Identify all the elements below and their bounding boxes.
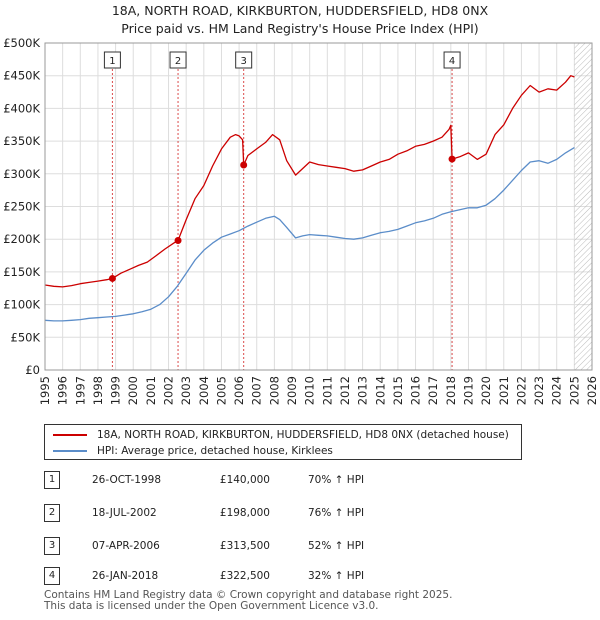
x-tick-label: 1995	[38, 376, 52, 405]
chart-title-line1: 18A, NORTH ROAD, KIRKBURTON, HUDDERSFIEL…	[111, 3, 489, 18]
footer-line2: This data is licensed under the Open Gov…	[44, 600, 379, 612]
legend-label-property: 18A, NORTH ROAD, KIRKBURTON, HUDDERSFIEL…	[97, 429, 509, 441]
sale-marker-label: 1	[109, 56, 115, 67]
x-tick-label: 2024	[550, 376, 564, 405]
x-tick-label: 2017	[426, 376, 440, 405]
sale-marker-badge	[103, 51, 121, 69]
sale-row: 3 07-APR-2006 £313,500 52% ↑ HPI	[0, 537, 600, 561]
footer-attribution: Contains HM Land Registry data © Crown c…	[44, 590, 452, 612]
x-tick-label: 2022	[514, 376, 528, 405]
x-tick-label: 1996	[56, 376, 70, 405]
sale-date: 26-OCT-1998	[92, 474, 161, 486]
x-tick-label: 1998	[91, 376, 105, 405]
y-tick-label: £100K	[3, 298, 40, 312]
legend-swatch-red	[53, 434, 87, 436]
sale-row: 2 18-JUL-2002 £198,000 76% ↑ HPI	[0, 504, 600, 528]
sale-marker-badge	[443, 51, 461, 69]
x-tick-label: 2026	[585, 376, 599, 405]
x-tick-label: 2009	[285, 376, 299, 405]
legend-item-property: 18A, NORTH ROAD, KIRKBURTON, HUDDERSFIEL…	[53, 427, 509, 443]
legend-item-hpi: HPI: Average price, detached house, Kirk…	[53, 443, 333, 459]
y-tick-label: £450K	[3, 69, 40, 83]
y-tick-label: £150K	[3, 265, 40, 279]
plot-border	[44, 42, 593, 371]
x-tick-label: 2010	[303, 376, 317, 405]
x-tick-label: 1999	[109, 376, 123, 405]
price-chart: £0 £50K £100K £150K £200K £250K £300K £350K £400…	[3, 36, 599, 405]
x-tick-label: 2000	[126, 376, 140, 405]
y-tick-label: £250K	[3, 200, 40, 214]
sale-hpi-change: 52% ↑ HPI	[308, 540, 365, 552]
legend-label-hpi: HPI: Average price, detached house, Kirk…	[97, 445, 333, 457]
sale-point	[174, 237, 182, 245]
x-tick-label: 2021	[497, 376, 511, 405]
chart-title: 18A, NORTH ROAD, KIRKBURTON, HUDDERSFIEL…	[0, 2, 600, 38]
x-tick-label: 2002	[162, 376, 176, 405]
y-tick-label: £200K	[3, 232, 40, 246]
y-tick-label: £500K	[3, 36, 40, 50]
x-tick-label: 2014	[373, 376, 387, 405]
y-tick-label: £300K	[3, 167, 40, 181]
x-tick-label: 2023	[532, 376, 546, 405]
sale-hpi-change: 32% ↑ HPI	[308, 570, 365, 582]
sale-hpi-change: 70% ↑ HPI	[308, 474, 365, 486]
x-tick-label: 2020	[479, 376, 493, 405]
footer-line1: Contains HM Land Registry data © Crown c…	[44, 589, 453, 601]
x-tick-label: 2019	[461, 376, 475, 405]
sale-marker-label: 4	[449, 56, 455, 67]
sale-number-badge: 3	[44, 537, 60, 555]
x-tick-label: 2015	[391, 376, 405, 405]
x-tick-label: 2011	[320, 376, 334, 405]
sale-hpi-change: 76% ↑ HPI	[308, 507, 365, 519]
future-hatch-region	[574, 43, 592, 370]
sale-price: £198,000	[219, 507, 270, 519]
sale-price: £140,000	[219, 474, 270, 486]
x-tick-label: 2008	[267, 376, 281, 405]
sale-marker-label: 2	[175, 56, 181, 67]
y-tick-label: £50K	[11, 330, 41, 344]
x-tick-label: 2006	[232, 376, 246, 405]
y-tick-label: £0	[25, 363, 40, 377]
sale-point	[448, 155, 456, 163]
sale-date: 26-JAN-2018	[92, 570, 159, 582]
y-tick-label: £350K	[3, 134, 40, 148]
sale-price: £322,500	[219, 570, 270, 582]
sale-marker-badge	[169, 51, 187, 69]
sale-date: 18-JUL-2002	[92, 507, 157, 519]
sale-date: 07-APR-2006	[92, 540, 160, 552]
legend-swatch-blue	[53, 450, 87, 452]
sale-number-badge: 2	[44, 504, 60, 522]
x-tick-label: 2012	[338, 376, 352, 405]
x-tick-label: 2016	[409, 376, 423, 405]
sale-marker-label: 3	[240, 56, 246, 67]
series-line-hpi	[44, 147, 575, 322]
x-tick-label: 2025	[567, 376, 581, 405]
x-tick-label: 1997	[73, 376, 87, 405]
x-tick-label: 2004	[197, 376, 211, 405]
series-line-property	[44, 75, 575, 288]
sale-row: 1 26-OCT-1998 £140,000 70% ↑ HPI	[0, 471, 600, 495]
sale-point	[240, 161, 248, 169]
sale-marker-badge	[235, 51, 253, 69]
x-tick-label: 2005	[214, 376, 228, 405]
sale-number-badge: 4	[44, 567, 60, 585]
sale-number-badge: 1	[44, 471, 60, 489]
chart-title-line2: Price paid vs. HM Land Registry's House …	[121, 21, 479, 36]
y-tick-label: £400K	[3, 101, 40, 115]
x-tick-label: 2013	[356, 376, 370, 405]
chart-legend: 18A, NORTH ROAD, KIRKBURTON, HUDDERSFIEL…	[44, 424, 522, 460]
sale-row: 4 26-JAN-2018 £322,500 32% ↑ HPI	[0, 567, 600, 591]
x-tick-label: 2007	[250, 376, 264, 405]
sale-price: £313,500	[219, 540, 270, 552]
x-tick-label: 2018	[444, 376, 458, 405]
x-tick-label: 2003	[179, 376, 193, 405]
sale-point	[108, 274, 116, 282]
x-tick-label: 2001	[144, 376, 158, 405]
